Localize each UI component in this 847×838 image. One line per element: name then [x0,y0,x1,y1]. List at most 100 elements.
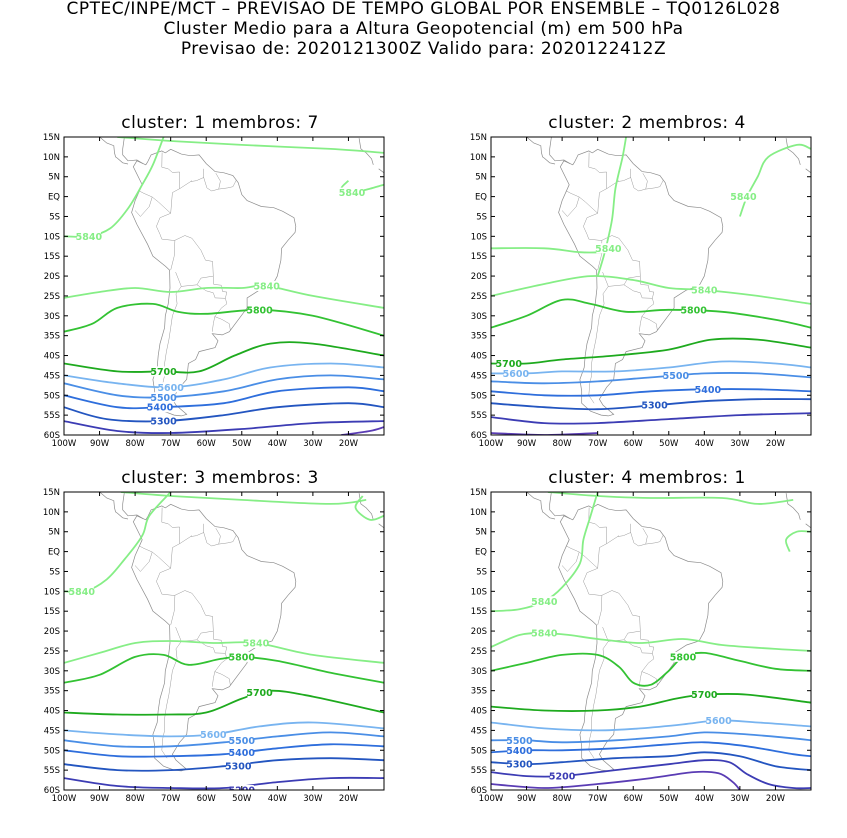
contour-label-5500: 5500 [150,393,177,404]
contour-label-bg [507,745,532,756]
contour-label-5500: 5500 [506,736,533,747]
y-tick-label: 35S [44,687,60,697]
y-tick-label: 50S [44,391,60,401]
contour-5400 [491,741,811,758]
y-tick-label: 20S [44,272,60,282]
y-tick-label: 60S [44,786,60,796]
contour-5840 [64,640,384,664]
x-tick-label: 100W [479,439,504,449]
y-tick-label: 15N [43,488,60,498]
contour-label-5800: 5800 [680,305,707,316]
y-tick-label: 25S [471,647,487,657]
x-tick-label: 100W [52,439,77,449]
x-tick-label: 90W [90,439,110,449]
y-tick-label: 25S [44,292,60,302]
contour-label-bg [247,687,272,698]
y-tick-label: 15N [470,488,487,498]
x-tick-label: 70W [588,794,608,804]
contour-5840 [491,247,605,254]
contour-label-5700: 5700 [246,688,273,699]
contour-5840 [739,143,811,217]
contour-5800 [491,298,811,329]
country-border [588,286,609,404]
contour-label-bg [229,651,254,662]
country-border [641,316,658,331]
contour-label-bg [158,382,183,393]
y-tick-label: 50S [471,746,487,756]
y-tick-label: 55S [471,411,487,421]
x-tick-label: 80W [552,794,572,804]
contour-label-bg [69,586,94,597]
x-tick-label: 60W [197,794,217,804]
cluster-panel-4: cluster: 4 membros: 1 5840 5840 5800 5700 56… [447,468,847,838]
y-tick-label: 50S [471,391,487,401]
x-tick-label: 30W [730,439,750,449]
contour-label-5700: 5700 [691,690,718,701]
contour-label-bg [496,358,521,369]
contour-5600 [491,719,811,732]
x-tick-label: 50W [232,439,252,449]
contour-label-5200: 5200 [549,772,576,783]
contour-label-5400: 5400 [229,748,256,759]
contour-label-5300: 5300 [506,760,533,771]
country-border [579,507,607,569]
y-tick-label: 25S [44,647,60,657]
x-tick-label: 100W [52,794,77,804]
contour-label-bg [681,304,706,315]
y-tick-label: EQ [475,548,487,558]
plot-frame [490,491,812,791]
y-tick-label: 5S [49,567,60,577]
coastline-fragment [122,137,144,164]
y-tick-label: 40S [471,352,487,362]
contour-5800 [64,653,384,684]
x-tick-label: 30W [303,794,323,804]
contour-5200 [64,776,384,790]
x-tick-label: 40W [695,439,715,449]
y-tick-label: 45S [44,726,60,736]
y-tick-label: 5N [475,173,487,183]
y-tick-label: 20S [471,272,487,282]
contour-label-5400: 5400 [695,385,722,396]
contour-5300 [64,402,384,423]
contour-5500 [491,731,811,744]
contour-label-5500: 5500 [229,736,256,747]
contour-label-5840: 5840 [531,629,558,640]
y-tick-label: 10S [44,587,60,597]
contour-label-5700: 5700 [150,367,177,378]
country-border [134,190,153,217]
x-tick-label: 80W [125,794,145,804]
contour-label-bg [731,191,756,202]
contour-label-bg [671,651,695,662]
x-tick-label: 30W [730,794,750,804]
contour-label-5500: 5500 [663,371,690,382]
y-tick-label: 15N [470,133,487,143]
contour-5840 [64,284,384,309]
coastline-fragment [549,137,571,164]
contour-5500 [491,372,811,385]
contour-5100 [491,770,741,790]
south-america-coastline [558,148,724,417]
contour-label-5840: 5840 [531,597,558,608]
coastline-fragment [805,523,811,536]
country-border [623,284,655,332]
contour-label-bg [663,370,688,381]
contour-label-5400: 5400 [147,403,174,414]
y-tick-label: 20S [471,627,487,637]
contour-5840 [491,275,811,305]
coastline [526,137,811,417]
coastline-fragment [526,492,556,520]
y-tick-label: 30S [44,667,60,677]
contour-5600 [491,360,811,375]
country-border [640,276,655,299]
country-border [583,568,602,596]
contour-label-bg [340,187,364,198]
cluster-4-title: cluster: 4 membros: 1 [548,468,746,488]
contour-label-bg [151,366,176,377]
contour-5700 [64,689,384,716]
contour-5200 [64,420,384,434]
coastline-fragment [99,492,129,520]
country-border [215,173,221,190]
x-tick-label: 90W [517,794,537,804]
contour-label-5800: 5800 [246,305,273,316]
